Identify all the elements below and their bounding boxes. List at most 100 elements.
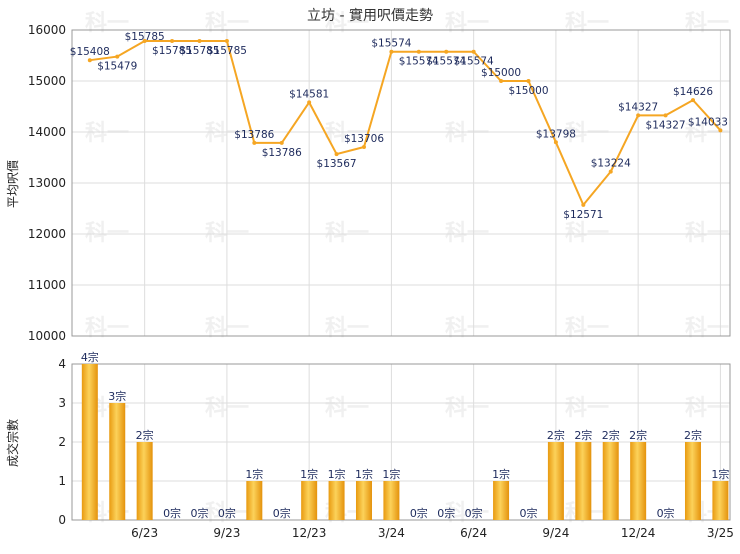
price-y-tick-label: 16000: [28, 23, 66, 37]
count-bar-label: 0宗: [657, 506, 675, 520]
count-bar: [712, 481, 729, 520]
price-point-label: $15785: [152, 45, 192, 57]
price-point-label: $15574: [426, 56, 466, 68]
price-point: [499, 79, 504, 83]
count-bar-label: 2宗: [602, 428, 620, 442]
price-point-label: $14327: [618, 101, 658, 113]
svg-text:科一: 科一: [565, 11, 609, 36]
price-point: [608, 169, 613, 174]
chart-title: 立坊 - 實用呎價走勢: [307, 7, 433, 24]
price-point: [718, 128, 723, 133]
price-point-label: $14327: [646, 119, 686, 131]
x-tick-label: 3/24: [378, 526, 405, 540]
count-bar-label: 0宗: [410, 506, 428, 520]
count-bar-label: 2宗: [684, 428, 702, 442]
price-point-label: $13798: [536, 128, 576, 140]
price-point-label: $13706: [344, 133, 384, 145]
count-bar-label: 1宗: [328, 467, 346, 481]
price-point: [471, 49, 476, 54]
count-bar: [301, 481, 318, 520]
svg-text:科一: 科一: [445, 11, 489, 36]
price-y-tick-label: 14000: [28, 125, 66, 139]
price-point: [170, 38, 175, 43]
price-point: [444, 49, 449, 54]
price-point-label: $15000: [508, 85, 548, 97]
svg-text:科一: 科一: [685, 11, 729, 36]
count-bar: [684, 442, 701, 520]
count-y-tick-label: 1: [58, 474, 66, 488]
count-bar: [493, 481, 510, 520]
count-bar-label: 0宗: [437, 506, 455, 520]
line-layer: [87, 38, 723, 207]
count-bar-label: 1宗: [492, 467, 510, 481]
x-tick-label: 6/23: [131, 526, 158, 540]
frame-layer: [71, 29, 731, 521]
price-y-tick-label: 11000: [28, 278, 66, 292]
price-y-tick-label: 15000: [28, 74, 66, 88]
price-point-label: $15785: [179, 45, 219, 57]
label-layer: 4宗 3宗 2宗 0宗 0宗 0宗 1宗 0宗 1宗 1宗 1宗 1宗 0宗 0宗 0宗 1宗 0宗 2宗 2宗 2宗…: [70, 31, 730, 520]
x-tick-label: 9/24: [542, 526, 569, 540]
count-bar: [136, 442, 153, 520]
price-point-label: $12571: [563, 209, 603, 221]
x-tick-label: 9/23: [213, 526, 240, 540]
count-bar-label: 1宗: [245, 467, 263, 481]
price-point-label: $13567: [317, 158, 357, 170]
price-point-label: $15574: [454, 56, 494, 68]
price-y-tick-label: 10000: [28, 329, 66, 343]
price-point-label: $15574: [399, 56, 439, 68]
count-bar-label: 2宗: [547, 428, 565, 442]
price-point: [663, 113, 668, 118]
svg-text:科一: 科一: [445, 501, 489, 526]
price-point: [581, 202, 586, 207]
count-bar-label: 2宗: [629, 428, 647, 442]
price-point-label: $14033: [688, 116, 728, 128]
x-tick-label: 3/25: [707, 526, 734, 540]
price-point-label: $15574: [371, 38, 411, 50]
count-bar-label: 3宗: [108, 389, 126, 403]
count-bar: [81, 364, 98, 520]
price-point: [224, 38, 229, 43]
count-bar: [547, 442, 564, 520]
price-point-label: $13786: [234, 129, 274, 141]
count-y-tick-label: 4: [58, 357, 66, 371]
price-point: [361, 144, 366, 149]
svg-text:科一: 科一: [565, 396, 609, 421]
count-y-axis-label: 成交宗數: [5, 419, 20, 467]
price-point-label: $13786: [262, 147, 302, 159]
price-point: [334, 152, 339, 157]
svg-text:科一: 科一: [85, 11, 129, 36]
count-bar: [575, 442, 592, 520]
count-bar: [246, 481, 263, 520]
price-point: [636, 113, 641, 118]
price-point: [389, 49, 394, 54]
count-bar-label: 0宗: [163, 506, 181, 520]
svg-text:科一: 科一: [445, 316, 489, 341]
x-tick-label: 12/24: [621, 526, 656, 540]
price-line: [89, 39, 722, 207]
price-point-label: $15000: [481, 67, 521, 79]
svg-text:科一: 科一: [85, 316, 129, 341]
price-point: [142, 38, 147, 43]
count-bar: [328, 481, 345, 520]
svg-text:科一: 科一: [325, 11, 369, 36]
price-point-label: $14626: [673, 86, 713, 98]
svg-text:科一: 科一: [565, 121, 609, 146]
count-bar: [383, 481, 400, 520]
price-point-label: $13224: [591, 158, 631, 170]
price-point: [197, 38, 202, 43]
price-point-label: $15785: [207, 45, 247, 57]
price-y-tick-label: 13000: [28, 176, 66, 190]
price-point: [526, 79, 531, 83]
price-y-tick-label: 12000: [28, 227, 66, 241]
count-y-tick-label: 2: [58, 435, 66, 449]
price-point: [307, 100, 312, 105]
count-bar-label: 0宗: [273, 506, 291, 520]
price-point: [115, 54, 120, 59]
svg-text:科一: 科一: [565, 316, 609, 341]
count-bar-label: 1宗: [300, 467, 318, 481]
svg-text:科一: 科一: [325, 316, 369, 341]
count-bar-label: 1宗: [382, 467, 400, 481]
